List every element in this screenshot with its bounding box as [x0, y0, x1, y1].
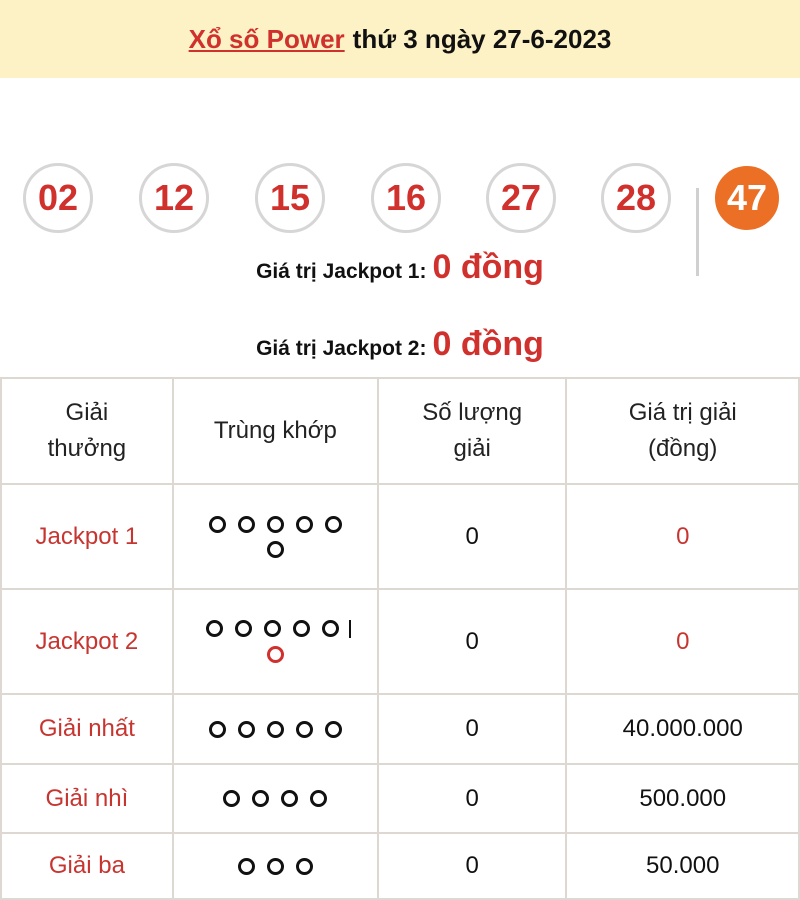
match-ball-icon — [208, 515, 226, 533]
ball: 12 — [139, 163, 209, 233]
prize-value: 0 — [565, 588, 800, 695]
ball: 15 — [255, 163, 325, 233]
power-link[interactable]: Xổ số Power — [188, 23, 345, 54]
col-match: Trùng khớp — [171, 377, 379, 485]
table-row: Giải nhì 0 500.000 — [0, 763, 800, 834]
match-ball-icon — [321, 620, 339, 637]
jackpot1-line: Giá trị Jackpot 1: 0 đồng — [0, 248, 800, 287]
match-ball-icon — [295, 515, 313, 533]
match-ball-icon — [266, 515, 284, 533]
match-ball-icon — [281, 790, 299, 807]
jackpot1-value: 0 đồng — [432, 248, 544, 286]
match-ball-icon — [324, 515, 342, 533]
col-prize: Giải thưởng — [0, 377, 174, 485]
match-ball-icon — [237, 857, 255, 875]
prize-name: Giải nhì — [0, 763, 174, 834]
prize-value: 50.000 — [565, 832, 800, 900]
jackpot1-label: Giá trị Jackpot 1: — [256, 260, 427, 283]
page-header: Xổ số Power thứ 3 ngày 27-6-2023 — [0, 0, 800, 78]
prize-count: 0 — [376, 763, 568, 834]
table-row: Jackpot 1 0 0 — [0, 483, 800, 590]
match-ball-icon — [263, 620, 281, 637]
separator — [348, 620, 351, 638]
table-row: Giải ba 0 50.000 — [0, 832, 800, 900]
prize-value: 500.000 — [565, 763, 800, 834]
match-pattern — [171, 588, 379, 695]
match-ball-icon — [237, 720, 255, 738]
prize-count: 0 — [376, 588, 568, 695]
table-header: Giải thưởng Trùng khớp Số lượng giải Giá… — [0, 377, 800, 485]
prize-name: Jackpot 1 — [0, 483, 174, 590]
match-ball-icon — [266, 720, 284, 738]
match-ball-icon — [295, 857, 313, 875]
prize-table: Giải thưởng Trùng khớp Số lượng giải Giá… — [0, 377, 800, 900]
table-row: Jackpot 2 0 0 — [0, 588, 800, 695]
prize-name: Jackpot 2 — [0, 588, 174, 695]
match-ball-icon — [208, 720, 226, 738]
table-row: Giải nhất 0 40.000.000 — [0, 693, 800, 765]
match-ball-icon — [205, 620, 223, 637]
ball: 28 — [601, 163, 671, 233]
match-ball-icon — [237, 515, 255, 533]
power-ball: 47 — [715, 166, 779, 230]
divider — [696, 188, 699, 276]
prize-name: Giải nhất — [0, 693, 174, 765]
match-ball-icon — [310, 790, 328, 807]
result-balls: 02 12 15 16 27 28 47 — [0, 78, 800, 276]
jackpot2-line: Giá trị Jackpot 2: 0 đồng — [0, 325, 800, 364]
match-ball-icon — [266, 540, 284, 558]
match-ball-icon — [234, 620, 252, 637]
match-ball-icon — [292, 620, 310, 637]
match-ball-icon — [266, 857, 284, 875]
match-ball-icon — [295, 720, 313, 738]
prize-count: 0 — [376, 832, 568, 900]
prize-value: 40.000.000 — [565, 693, 800, 765]
match-ball-icon — [223, 790, 241, 807]
ball: 16 — [371, 163, 441, 233]
prize-count: 0 — [376, 693, 568, 765]
prize-count: 0 — [376, 483, 568, 590]
match-ball-icon — [266, 646, 284, 663]
match-ball-icon — [252, 790, 270, 807]
jackpot2-value: 0 đồng — [432, 325, 544, 363]
ball: 27 — [486, 163, 556, 233]
match-pattern — [171, 693, 379, 765]
match-pattern — [171, 483, 379, 590]
match-pattern — [171, 763, 379, 834]
col-value: Giá trị giải (đồng) — [565, 377, 800, 485]
jackpot2-label: Giá trị Jackpot 2: — [256, 337, 427, 360]
col-count: Số lượng giải — [376, 377, 568, 485]
ball: 02 — [23, 163, 93, 233]
draw-date: thứ 3 ngày 27-6-2023 — [352, 23, 612, 54]
match-pattern — [171, 832, 379, 900]
prize-name: Giải ba — [0, 832, 174, 900]
match-ball-icon — [324, 720, 342, 738]
prize-value: 0 — [565, 483, 800, 590]
